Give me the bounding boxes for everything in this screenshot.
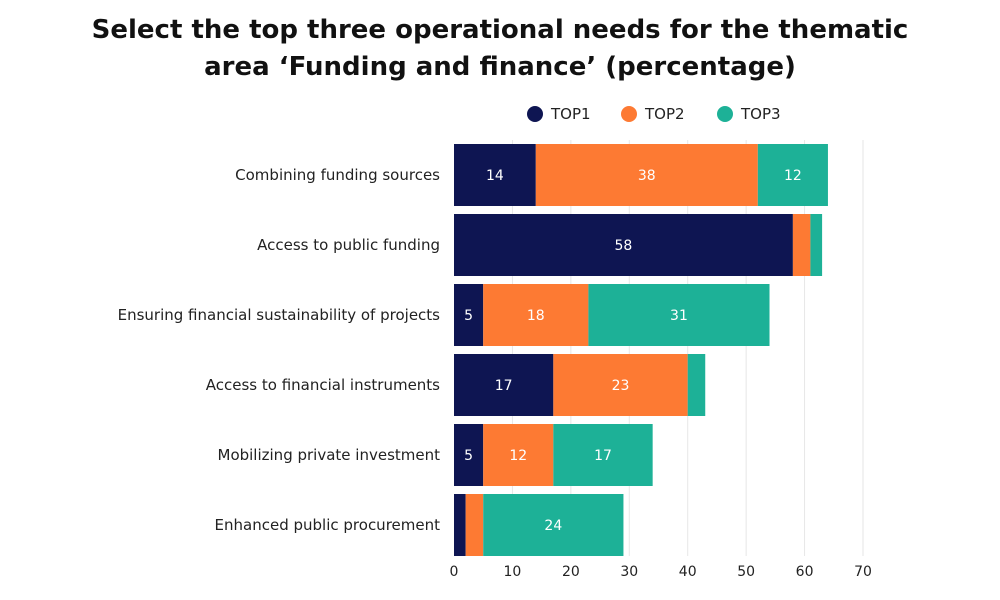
bar-top3-1 xyxy=(810,214,823,276)
bar-top3-3 xyxy=(687,354,706,416)
chart-title-line-1: Select the top three operational needs f… xyxy=(91,15,909,45)
bar-value-label: 12 xyxy=(784,168,802,184)
category-label: Combining funding sources xyxy=(235,166,440,184)
x-tick-label: 30 xyxy=(620,564,638,580)
bar-value-label: 14 xyxy=(486,168,504,184)
bar-top2-2 xyxy=(483,284,589,346)
gridlines xyxy=(511,140,864,556)
bar-top1-5 xyxy=(454,494,466,556)
bar-top1-3 xyxy=(454,354,554,416)
bar-value-label: 5 xyxy=(464,448,473,464)
bar-value-label: 17 xyxy=(594,448,612,464)
bar-top2-3 xyxy=(553,354,688,416)
category-label: Enhanced public procurement xyxy=(215,516,441,534)
category-label: Mobilizing private investment xyxy=(218,446,441,464)
bar-top3-2 xyxy=(588,284,770,346)
x-tick-label: 70 xyxy=(854,564,872,580)
legend-label-top2: TOP2 xyxy=(644,105,685,123)
legend-swatch-top2 xyxy=(621,106,637,122)
category-label: Ensuring financial sustainability of pro… xyxy=(118,306,441,324)
x-tick-label: 10 xyxy=(504,564,522,580)
x-tick-label: 60 xyxy=(796,564,814,580)
bar-value-label: 23 xyxy=(612,378,630,394)
bar-value-label: 12 xyxy=(509,448,527,464)
legend-label-top1: TOP1 xyxy=(550,105,591,123)
legend: TOP1 TOP2 TOP3 xyxy=(527,105,781,123)
legend-swatch-top3 xyxy=(717,106,733,122)
bar-top1-2 xyxy=(454,284,484,346)
bars: 14 38 12 58 5 18 31 17 23 5 12 17 24 xyxy=(454,144,828,556)
bar-top2-0 xyxy=(535,144,758,206)
bar-top2-1 xyxy=(792,214,811,276)
x-tick-label: 20 xyxy=(562,564,580,580)
category-label: Access to financial instruments xyxy=(206,376,440,394)
bar-value-label: 24 xyxy=(544,518,562,534)
x-tick-label: 0 xyxy=(450,564,459,580)
bar-value-label: 58 xyxy=(615,238,633,254)
x-tick-label: 40 xyxy=(679,564,697,580)
bar-value-label: 17 xyxy=(495,378,513,394)
category-labels: Combining funding sources Access to publi… xyxy=(118,166,441,534)
bar-top3-4 xyxy=(553,424,653,486)
bar-value-label: 38 xyxy=(638,168,656,184)
bar-top1-0 xyxy=(454,144,536,206)
chart-title: Select the top three operational needs f… xyxy=(0,12,1000,86)
bar-value-label: 31 xyxy=(670,308,688,324)
bar-top2-5 xyxy=(465,494,484,556)
chart-title-line-2: area ‘Funding and finance’ (percentage) xyxy=(204,52,796,82)
x-axis-ticks: 0 10 20 30 40 50 60 70 xyxy=(450,564,872,580)
bar-top1-1 xyxy=(454,214,793,276)
bar-top3-5 xyxy=(483,494,624,556)
bar-top2-4 xyxy=(483,424,554,486)
legend-swatch-top1 xyxy=(527,106,543,122)
x-tick-label: 50 xyxy=(737,564,755,580)
bar-value-label: 5 xyxy=(464,308,473,324)
bar-value-label: 18 xyxy=(527,308,545,324)
category-label: Access to public funding xyxy=(257,236,440,254)
legend-label-top3: TOP3 xyxy=(740,105,781,123)
bar-top3-0 xyxy=(757,144,828,206)
bar-top1-4 xyxy=(454,424,484,486)
